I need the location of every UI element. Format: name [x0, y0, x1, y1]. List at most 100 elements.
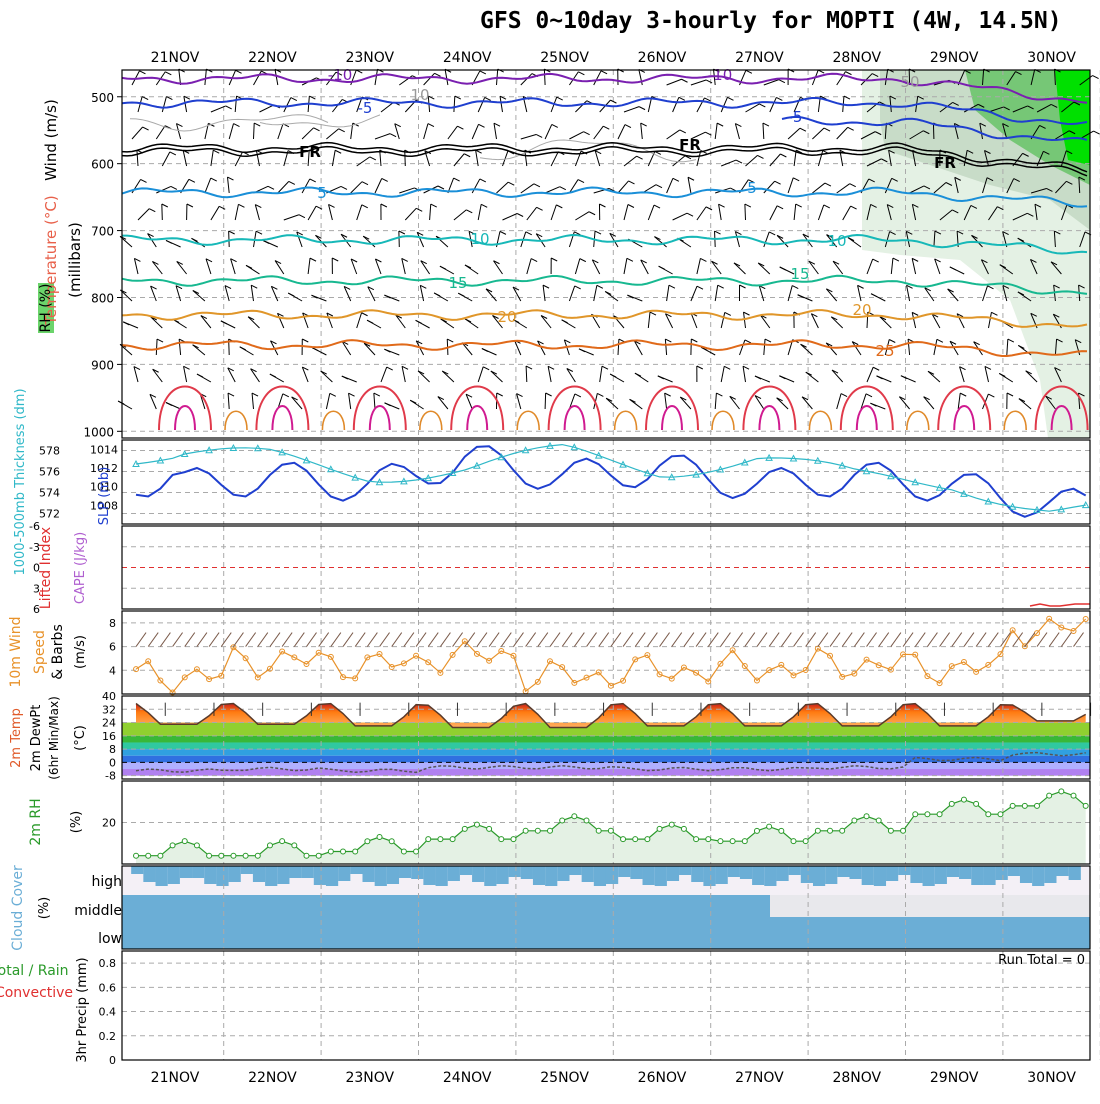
wind-barb — [770, 154, 781, 166]
wind-barb — [351, 182, 362, 193]
wind-barb-flag — [851, 206, 857, 209]
wind-barb-flag — [715, 231, 721, 234]
cloud-high-bar — [862, 866, 874, 885]
panel-frame — [122, 951, 1090, 1060]
wind-barb-flag — [850, 184, 856, 187]
wind-barb — [667, 130, 680, 139]
rh2m-marker — [852, 818, 857, 823]
slp-line — [136, 446, 1086, 517]
heat-contour — [256, 387, 308, 431]
heat-contour-night — [517, 411, 539, 430]
wind-barb-flag — [745, 340, 751, 343]
heat-contour-night — [712, 411, 734, 430]
wind10-barb — [976, 633, 986, 647]
wind10-barb — [672, 633, 682, 647]
wind-barb-flag — [597, 285, 603, 288]
thickness-tick-label: 574 — [39, 487, 60, 500]
wind-barb — [442, 371, 454, 382]
wind-barb-flag — [628, 205, 634, 208]
wind-barb-flag — [845, 72, 851, 75]
wind10-barb — [793, 633, 803, 647]
wind-barb — [688, 177, 691, 193]
wind10-barb — [757, 633, 767, 647]
cloud-high-bar — [825, 866, 837, 884]
cloud-high-bar — [716, 866, 728, 884]
ylabel-rh-units: (%) — [69, 811, 84, 834]
date-label-top: 21NOV — [151, 50, 200, 66]
temp-tick-label: -8 — [105, 770, 116, 783]
precip-tick-label: 0.2 — [99, 1030, 117, 1043]
rh2m-marker — [669, 822, 674, 827]
rh2m-marker — [438, 837, 443, 842]
cloud-high-bar — [314, 866, 326, 885]
rh2m-marker — [888, 828, 893, 833]
heat-contour — [451, 387, 503, 431]
wind-barb-flag — [310, 179, 316, 182]
wind-tick-label: 4 — [109, 664, 116, 677]
wind-barb-flag — [438, 186, 444, 189]
wind-barb — [448, 126, 458, 139]
wind-barb — [357, 313, 362, 328]
cloud-high-bar — [789, 866, 801, 875]
temp-tick-label: 8 — [109, 743, 116, 756]
wind-barb-flag — [625, 125, 631, 128]
wind-barb — [912, 312, 915, 328]
temp-tick-label: 24 — [102, 717, 116, 730]
rh2m-marker — [949, 801, 954, 806]
wind-barb — [193, 291, 205, 301]
wind-barb — [211, 206, 219, 220]
wind-barb — [156, 126, 165, 139]
wind-barb-flag — [777, 206, 783, 209]
wind-barb — [618, 339, 619, 355]
cloud-high-bar — [411, 866, 423, 879]
cloud-high-bar — [947, 866, 959, 877]
wind10-barb — [842, 633, 852, 647]
wind-barb — [721, 366, 724, 382]
wind-barb — [648, 205, 654, 220]
cloud-high-bar — [143, 866, 155, 882]
date-label-bottom: 26NOV — [638, 1070, 687, 1086]
wind-barb-flag — [697, 366, 703, 369]
wind-barb-flag — [841, 394, 847, 397]
wind-barb-flag — [800, 128, 806, 131]
contour-label: 20 — [852, 301, 871, 319]
wind-barb-flag — [796, 204, 802, 207]
wind-barb — [497, 182, 509, 193]
wind-barb-flag — [602, 366, 608, 369]
wind-barb-flag — [848, 127, 854, 130]
rh2m-marker — [986, 812, 991, 817]
wind-barb — [826, 289, 836, 301]
wind-barb-flag — [658, 376, 664, 379]
wind-barb-flag — [769, 232, 775, 235]
ylabel-minmax: (6hr Min/Max) — [47, 696, 61, 780]
wind-barb — [618, 125, 625, 139]
wind-barb-flag — [718, 285, 724, 288]
cloud-high-bar — [764, 866, 776, 886]
wind-barb — [545, 124, 552, 139]
rh2m-marker — [1010, 803, 1015, 808]
rh2m-marker — [645, 837, 650, 842]
rh2m-marker — [426, 837, 431, 842]
wind-barb — [228, 393, 229, 409]
rh2m-marker — [353, 849, 358, 854]
ylabel-speed: Speed — [32, 630, 48, 674]
wind-barb-flag — [597, 393, 603, 396]
wind10-barb — [416, 633, 426, 647]
wind-barb-flag — [780, 154, 786, 157]
wind-barb — [308, 258, 310, 274]
wind-barb — [667, 178, 673, 193]
wind-barb — [594, 126, 604, 139]
wind-barb — [575, 212, 589, 220]
wind-barb — [548, 366, 551, 382]
rh2m-marker — [621, 837, 626, 842]
wind-barb — [788, 178, 793, 193]
contour-label: -5 — [788, 108, 803, 126]
wind-barb — [691, 286, 697, 301]
heat-contour-inner — [370, 406, 390, 430]
page-title: GFS 0~10day 3-hourly for MOPTI (4W, 14.5… — [480, 8, 1062, 34]
wind-barb — [329, 204, 333, 220]
cloud-high-bar — [740, 866, 752, 879]
contour-label: FR — [679, 136, 701, 154]
wind-barb-flag — [387, 367, 393, 370]
wind-barb — [624, 156, 637, 166]
